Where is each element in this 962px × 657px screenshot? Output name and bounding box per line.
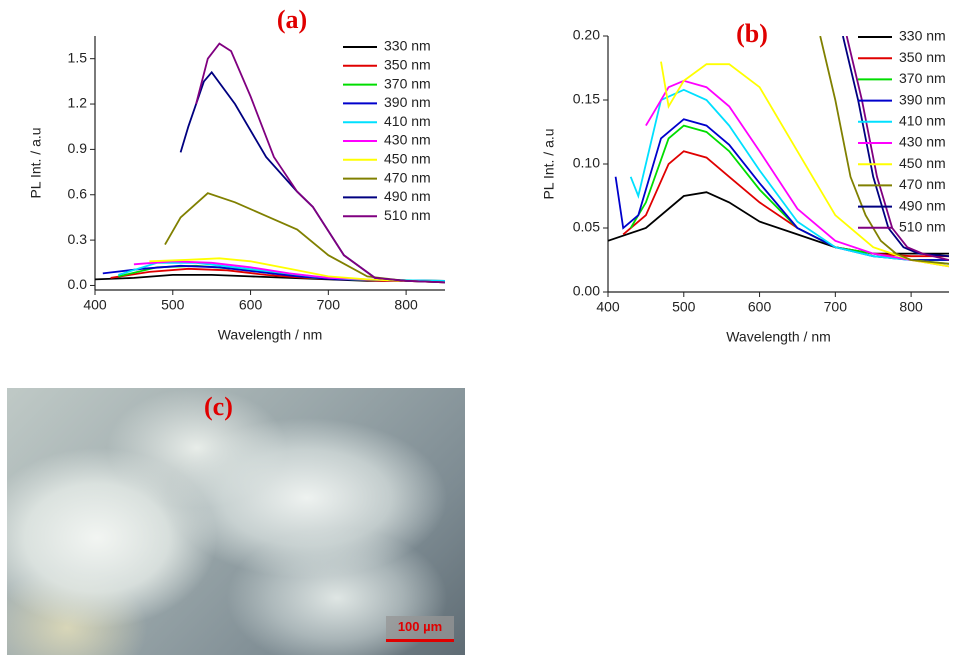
- legend: 330 nm 350 nm 370 nm 390 nm 410 nm 430 nm 450 …: [343, 38, 431, 223]
- legend-label: 470 nm: [384, 169, 431, 185]
- scale-bar-label: 100 µm: [397, 619, 443, 634]
- scale-bar: 100 µm: [386, 616, 454, 642]
- x-axis-label: Wavelength / nm: [218, 327, 323, 343]
- legend-label: 370 nm: [899, 70, 946, 86]
- chart: 0.0 0.3 0.6 0.9 1.2 1.5 400 500 600 700 800 Wavelen…: [28, 5, 445, 343]
- y-tick-label: 0.9: [68, 140, 88, 156]
- y-tick-label: 0.15: [573, 91, 600, 107]
- x-tick-label: 500: [672, 299, 696, 315]
- series-line: [645, 79, 949, 268]
- legend-label: 370 nm: [384, 75, 431, 91]
- plot-area: [608, 36, 949, 268]
- x-tick-label: 800: [899, 299, 923, 315]
- legend-label: 330 nm: [899, 28, 946, 44]
- legend-label: 430 nm: [384, 132, 431, 148]
- series-line: [195, 42, 445, 284]
- series-line: [629, 88, 949, 265]
- legend-label: 390 nm: [899, 91, 946, 107]
- series-line: [608, 191, 949, 255]
- y-axis-label: PL Int. / a.u: [28, 127, 44, 198]
- y-tick-label: 0.00: [573, 283, 600, 299]
- legend: 330 nm 350 nm 370 nm 390 nm 410 nm 430 nm 450 …: [858, 28, 946, 235]
- x-axis-label: Wavelength / nm: [726, 329, 831, 345]
- series-line: [149, 257, 445, 284]
- x-tick-label: 800: [394, 297, 418, 313]
- legend-label: 390 nm: [384, 94, 431, 110]
- y-axis-label: PL Int. / a.u: [541, 128, 557, 199]
- x-tick-label: 400: [596, 299, 620, 315]
- y-tick-label: 1.2: [68, 95, 88, 111]
- plot-area: [95, 42, 445, 284]
- x-tick-label: 600: [239, 297, 263, 313]
- x-tick-label: 500: [161, 297, 185, 313]
- figure: 0.0 0.3 0.6 0.9 1.2 1.5 400 500 600 700 800 Wavelen…: [28, 5, 949, 345]
- legend-label: 410 nm: [384, 113, 431, 129]
- legend-label: 350 nm: [384, 57, 431, 73]
- x-tick-label: 700: [317, 297, 341, 313]
- legend-label: 430 nm: [899, 134, 946, 150]
- y-tick-label: 0.6: [68, 185, 88, 201]
- x-tick-label: 700: [824, 299, 848, 315]
- y-tick-label: 0.10: [573, 155, 600, 171]
- legend-label: 450 nm: [384, 151, 431, 167]
- legend-label: 410 nm: [899, 113, 946, 129]
- panel-label: (c): [204, 392, 233, 421]
- legend-label: 510 nm: [384, 207, 431, 223]
- chart-title: (a): [277, 5, 307, 34]
- legend-label: 470 nm: [899, 176, 946, 192]
- legend-label: 490 nm: [899, 197, 946, 213]
- x-tick-label: 400: [83, 297, 107, 313]
- chart: 0.00 0.05 0.10 0.15 0.20 400 500 600 700 800 Wavel…: [541, 19, 949, 345]
- legend-label: 350 nm: [899, 49, 946, 65]
- series-line: [660, 61, 949, 268]
- legend-label: 490 nm: [384, 188, 431, 204]
- micrograph: (c) 100 µm: [7, 388, 465, 655]
- y-tick-label: 0.0: [68, 276, 88, 292]
- x-tick-label: 600: [748, 299, 772, 315]
- series-line: [102, 264, 445, 282]
- y-tick-label: 0.20: [573, 27, 600, 43]
- y-tick-label: 0.3: [68, 231, 88, 247]
- legend-label: 510 nm: [899, 219, 946, 235]
- legend-label: 330 nm: [384, 38, 431, 54]
- legend-label: 450 nm: [899, 155, 946, 171]
- y-tick-label: 1.5: [68, 49, 88, 65]
- y-tick-label: 0.05: [573, 219, 600, 235]
- chart-title: (b): [736, 19, 768, 48]
